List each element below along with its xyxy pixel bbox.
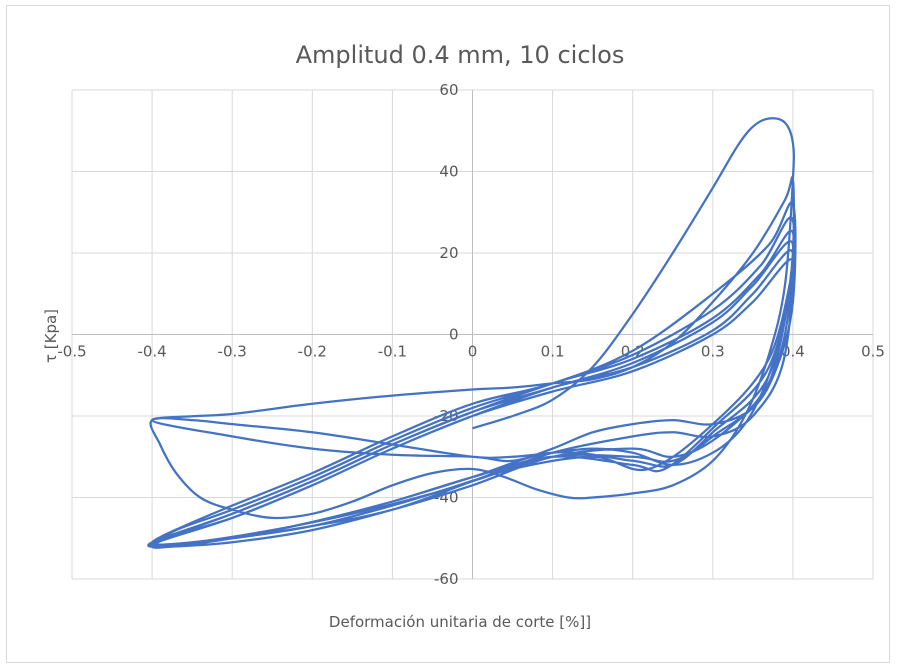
series-group — [147, 117, 797, 549]
chart-canvas: Amplitud 0.4 mm, 10 ciclos -0.5 -0.4 -0.3 -… — [42, 41, 885, 631]
y-tick-label: -60 — [434, 570, 459, 588]
y-tick-label: 60 — [439, 81, 458, 99]
series-line — [147, 117, 797, 549]
x-tick-label: -0.1 — [378, 343, 407, 361]
chart-title: Amplitud 0.4 mm, 10 ciclos — [296, 41, 625, 69]
x-tick-label: 0 — [468, 343, 478, 361]
axes — [72, 90, 873, 579]
chart-frame: Amplitud 0.4 mm, 10 ciclos -0.5 -0.4 -0.3 -… — [6, 5, 890, 663]
x-axis-label: Deformación unitaria de corte [%]] — [329, 613, 591, 631]
x-tick-label: 0.5 — [861, 343, 885, 361]
x-tick-label: 0.1 — [541, 343, 565, 361]
x-tick-label: -0.3 — [218, 343, 247, 361]
y-tick-label: 0 — [449, 326, 459, 344]
y-axis-label: τ [Kpa] — [42, 309, 60, 363]
x-tick-label: -0.4 — [137, 343, 166, 361]
x-tick-label: -0.5 — [57, 343, 86, 361]
x-tick-label: 0.3 — [701, 343, 725, 361]
y-tick-label: 40 — [439, 163, 458, 181]
x-tick-label: -0.2 — [298, 343, 327, 361]
y-tick-label: 20 — [439, 244, 458, 262]
x-tick-labels: -0.5 -0.4 -0.3 -0.2 -0.1 0 0.1 0.2 0.3 0.4 0.5 — [57, 343, 885, 361]
